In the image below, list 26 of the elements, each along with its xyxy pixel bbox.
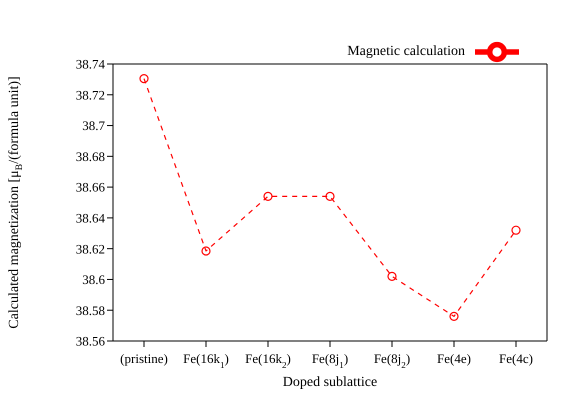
y-tick-label: 38.64 xyxy=(76,210,106,226)
x-tick-label: Fe(4c) xyxy=(499,351,533,366)
y-tick-label: 38.62 xyxy=(76,241,105,256)
x-axis-title: Doped sublattice xyxy=(282,375,378,390)
legend-label: Magnetic calculation xyxy=(347,44,465,59)
y-tick-label: 38.72 xyxy=(76,87,105,102)
y-tick-label: 38.6 xyxy=(82,272,106,288)
y-tick-label: 38.56 xyxy=(76,334,106,349)
x-tick-label: Fe(4e) xyxy=(437,351,471,366)
y-tick-label: 38.74 xyxy=(76,56,106,72)
y-tick-label: 38.7 xyxy=(82,118,106,134)
x-tick-label: Fe(8j$_{1}$) xyxy=(312,351,348,370)
x-tick-label: Fe(8j$_{2}$) xyxy=(374,351,410,370)
point xyxy=(201,246,211,256)
point xyxy=(511,226,521,235)
y-tick-label: 38.68 xyxy=(76,148,105,164)
x-tick-label: Fe(16k$_{2}$) xyxy=(245,351,291,370)
point xyxy=(387,272,397,281)
point xyxy=(263,192,273,201)
x-tick-label: (pristine) xyxy=(120,351,168,366)
point xyxy=(325,192,335,201)
y-tick-label: 38.58 xyxy=(76,302,105,318)
x-tick-label: Fe(16k$_{1}$) xyxy=(183,351,229,370)
point xyxy=(139,74,149,84)
y-tick-label: 38.66 xyxy=(76,180,106,195)
point xyxy=(449,312,459,321)
